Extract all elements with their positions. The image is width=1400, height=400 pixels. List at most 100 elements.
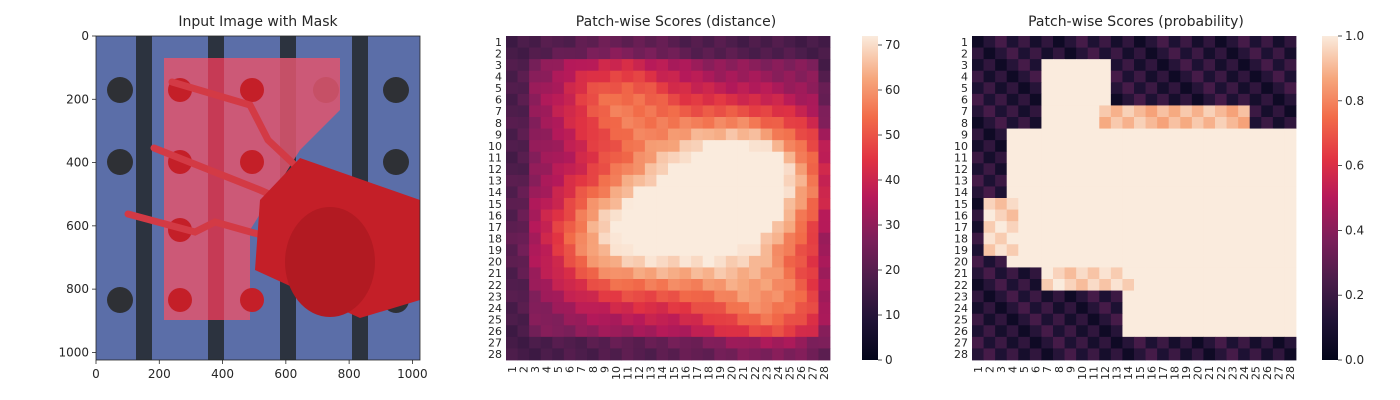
heatmap-cell	[1145, 279, 1158, 291]
heatmap-cell	[656, 209, 669, 222]
heatmap-cell	[552, 105, 565, 118]
heatmap-cell	[783, 255, 796, 268]
heatmap-cell	[806, 290, 819, 303]
heatmap-cell	[995, 70, 1008, 83]
heatmap-cell	[610, 302, 623, 315]
heatmap-cell	[737, 348, 750, 361]
heatmap-cell	[1110, 232, 1123, 245]
heatmap-cell	[1029, 255, 1042, 268]
heatmap-cell	[656, 198, 669, 210]
heatmap-cell	[795, 279, 808, 291]
heatmap-cell	[783, 232, 796, 245]
col-label: 27	[807, 366, 820, 380]
heatmap-cell	[1180, 186, 1193, 199]
heatmap-cell	[806, 209, 819, 222]
heatmap-cell	[1145, 82, 1158, 95]
heatmap-cell	[529, 302, 542, 315]
heatmap-cell	[668, 140, 680, 153]
heatmap-cell	[1180, 198, 1193, 210]
x-tick-label: 800	[338, 367, 361, 381]
heatmap-cell	[1053, 140, 1065, 153]
heatmap-cell	[1099, 174, 1112, 187]
heatmap-cell	[1076, 117, 1089, 129]
heatmap-cell	[714, 198, 727, 210]
heatmap-cell	[783, 47, 796, 60]
row-label: 22	[488, 279, 502, 292]
heatmap-cell	[1018, 128, 1031, 141]
heatmap-cell	[563, 255, 576, 268]
heatmap-cell	[749, 140, 761, 153]
heatmap-cell	[714, 232, 727, 245]
heatmap-cell	[552, 70, 565, 83]
heatmap-cell	[668, 290, 680, 303]
heatmap-cell	[1134, 313, 1146, 326]
heatmap-cell	[702, 313, 715, 326]
heatmap-cell	[1191, 279, 1204, 291]
heatmap-cell	[517, 290, 530, 303]
heatmap-cell	[563, 59, 576, 72]
heatmap-cell	[818, 279, 831, 291]
heatmap-cell	[1018, 140, 1031, 153]
heatmap-cell	[633, 313, 646, 326]
heatmap-cell	[1284, 244, 1297, 257]
heatmap-cell	[644, 140, 657, 153]
heatmap-cell	[633, 93, 646, 106]
heatmap-cell	[1215, 255, 1227, 268]
heatmap-cell	[668, 313, 680, 326]
heatmap-cell	[552, 59, 565, 72]
heatmap-cell	[714, 267, 727, 280]
heatmap-cell	[1203, 128, 1216, 141]
heatmap-cell	[1087, 105, 1100, 118]
heatmap-cell	[529, 198, 542, 210]
heatmap-cell	[725, 267, 738, 280]
heatmap-cell	[737, 209, 750, 222]
heatmap-cell	[1215, 174, 1227, 187]
heatmap-cell	[691, 198, 704, 210]
col-label: 11	[622, 366, 635, 380]
heatmap-cell	[1029, 47, 1042, 60]
heatmap-cell	[1238, 36, 1251, 48]
heatmap-cell	[1203, 70, 1216, 83]
heatmap-cell	[656, 140, 669, 153]
heatmap-cell	[1110, 209, 1123, 222]
heatmap-cell	[1006, 59, 1019, 72]
heatmap-cell	[1053, 255, 1065, 268]
heatmap-cell	[995, 174, 1008, 187]
heatmap-cell	[702, 209, 715, 222]
heatmap-cell	[644, 267, 657, 280]
heatmap-cell	[749, 279, 761, 291]
row-label: 27	[488, 337, 502, 350]
heatmap-cell	[1157, 186, 1170, 199]
heatmap-cell	[691, 255, 704, 268]
heatmap-cell	[1006, 279, 1019, 291]
heatmap-cell	[691, 174, 704, 187]
heatmap-cell	[691, 82, 704, 95]
heatmap-cell	[587, 336, 599, 349]
heatmap-cell	[1191, 232, 1204, 245]
heatmap-cell	[540, 70, 553, 83]
heatmap-cell	[1087, 232, 1100, 245]
heatmap-cell	[679, 209, 692, 222]
heatmap-cell	[540, 128, 553, 141]
heatmap-cell	[1261, 313, 1274, 326]
heatmap-cell	[1261, 348, 1274, 361]
heatmap-cell	[1006, 244, 1019, 257]
heatmap-cell	[1180, 163, 1193, 176]
heatmap-cell	[983, 325, 996, 338]
heatmap-cell	[1157, 140, 1170, 153]
heatmap-cell	[1134, 244, 1146, 257]
heatmap-cell	[818, 209, 831, 222]
heatmap-cell	[1134, 174, 1146, 187]
heatmap-cell	[772, 302, 785, 315]
heatmap-cell	[1122, 255, 1135, 268]
heatmap-cell	[610, 36, 623, 48]
heatmap-cell	[725, 151, 738, 164]
heatmap-cell	[760, 140, 773, 153]
heatmap-cell	[1064, 163, 1077, 176]
heatmap-cell	[1029, 93, 1042, 106]
heatmap-cell	[1180, 336, 1193, 349]
heatmap-cell	[806, 198, 819, 210]
heatmap-cell	[795, 232, 808, 245]
col-label: 28	[1284, 366, 1297, 380]
